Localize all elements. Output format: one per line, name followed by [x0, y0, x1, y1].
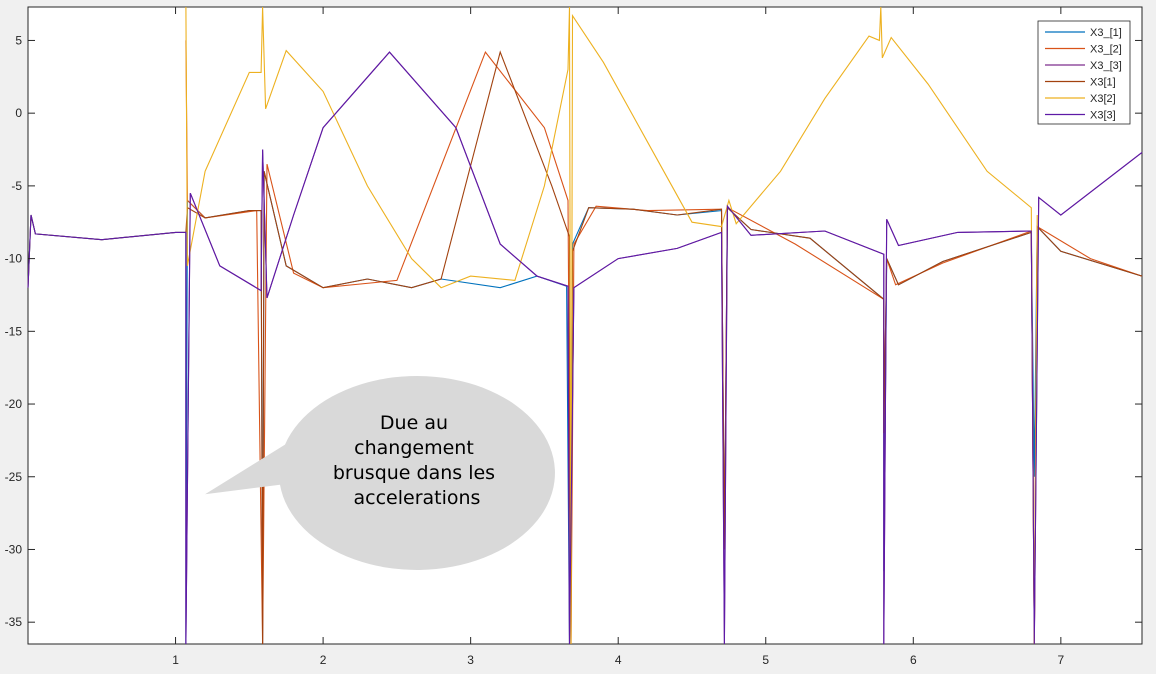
- series-layer: [27, 6, 1143, 645]
- x-tick-label: 1: [172, 653, 179, 667]
- x-tick-label: 5: [762, 653, 769, 667]
- y-tick-label: -5: [11, 179, 22, 193]
- y-tick-label: -25: [5, 470, 23, 484]
- legend: X3_[1] X3_[2] X3_[3] X3[1] X3[2] X3[3]: [1037, 20, 1131, 125]
- y-tick-label: -35: [5, 615, 23, 629]
- series-line-6: [27, 51, 1143, 645]
- callout-line-2: changement: [354, 437, 474, 459]
- legend-label-4: X3[1]: [1090, 77, 1116, 89]
- y-tick-label: 0: [15, 106, 22, 120]
- plot-area: [27, 6, 1143, 645]
- legend-label-1: X3_[1]: [1090, 27, 1122, 39]
- x-tick-label: 2: [320, 653, 327, 667]
- legend-label-3: X3_[3]: [1090, 60, 1122, 72]
- annotation-callout: Due au changement brusque dans les accel…: [205, 375, 555, 570]
- callout-line-3: brusque dans les: [333, 462, 495, 484]
- series-line-5: [185, 6, 1038, 645]
- x-axis-ticks: 1 2 3 4 5 6 7: [172, 7, 1065, 667]
- x-tick-label: 3: [467, 653, 474, 667]
- y-axis-ticks: 5 0 -5 -10 -15 -20 -25 -30 -35: [5, 33, 1142, 629]
- callout-bubble: [205, 375, 555, 570]
- legend-label-6: X3[3]: [1090, 110, 1116, 122]
- callout-text: Due au changement brusque dans les accel…: [333, 412, 501, 509]
- y-tick-label: -10: [5, 252, 23, 266]
- callout-line-4: accelerations: [354, 487, 481, 509]
- y-tick-label: 5: [15, 33, 22, 47]
- callout-line-1: Due au: [380, 412, 448, 434]
- legend-label-2: X3_[2]: [1090, 44, 1122, 56]
- y-tick-label: -15: [5, 324, 23, 338]
- legend-box: [1037, 20, 1131, 125]
- y-tick-label: -30: [5, 542, 23, 556]
- y-tick-label: -20: [5, 397, 23, 411]
- x-tick-label: 7: [1058, 653, 1065, 667]
- x-tick-label: 6: [910, 653, 917, 667]
- legend-label-5: X3[2]: [1090, 93, 1116, 105]
- x-tick-label: 4: [615, 653, 622, 667]
